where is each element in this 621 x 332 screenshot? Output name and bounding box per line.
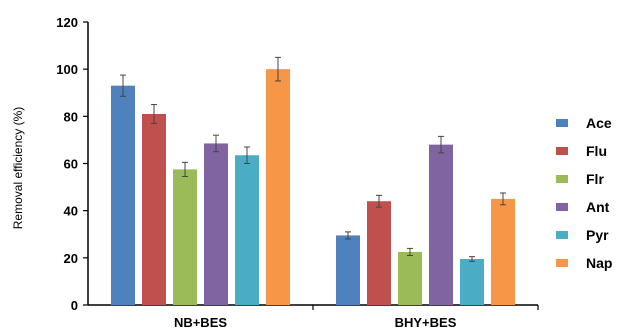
x-category-label: BHY+BES — [395, 315, 457, 330]
bar-nap-1 — [491, 198, 515, 305]
y-axis-label: Removal efficiency (%) — [11, 107, 25, 229]
y-tick-label: 60 — [64, 157, 78, 172]
legend-swatch-ace — [556, 119, 568, 127]
legend-swatch-flr — [556, 175, 568, 183]
legend-label-nap: Nap — [586, 255, 612, 271]
labels-group: 0 20 40 60 80 100 120 NB+BES BHY+BES — [56, 15, 456, 330]
x-category-label: NB+BES — [174, 315, 227, 330]
y-tick-label: 20 — [64, 251, 78, 266]
y-tick-label: 120 — [56, 15, 78, 30]
bar-ant-1 — [429, 144, 453, 305]
bar-flr-1 — [398, 251, 422, 305]
bar-flu-0 — [142, 113, 166, 305]
legend-label-flu: Flu — [586, 143, 607, 159]
error-bars-group — [120, 56, 506, 262]
legend-label-pyr: Pyr — [586, 227, 609, 243]
legend-label-flr: Flr — [586, 171, 604, 187]
legend-label-ant: Ant — [586, 199, 610, 215]
legend-swatch-ant — [556, 203, 568, 211]
bar-ace-1 — [336, 235, 360, 305]
bar-flr-0 — [173, 169, 197, 305]
bar-pyr-0 — [235, 155, 259, 305]
legend: Ace Flu Flr Ant Pyr Nap — [556, 115, 612, 271]
legend-swatch-flu — [556, 147, 568, 155]
y-tick-label: 100 — [56, 62, 78, 77]
bar-ace-0 — [111, 85, 135, 305]
y-tick-label: 80 — [64, 109, 78, 124]
legend-swatch-nap — [556, 259, 568, 267]
bar-ant-0 — [204, 143, 228, 305]
bar-nap-0 — [266, 69, 290, 306]
legend-swatch-pyr — [556, 231, 568, 239]
y-tick-label: 40 — [64, 204, 78, 219]
y-tick-label: 0 — [71, 298, 78, 313]
legend-label-ace: Ace — [586, 115, 612, 131]
bars-group — [111, 69, 515, 306]
bar-flu-1 — [367, 201, 391, 305]
bar-pyr-1 — [460, 259, 484, 305]
